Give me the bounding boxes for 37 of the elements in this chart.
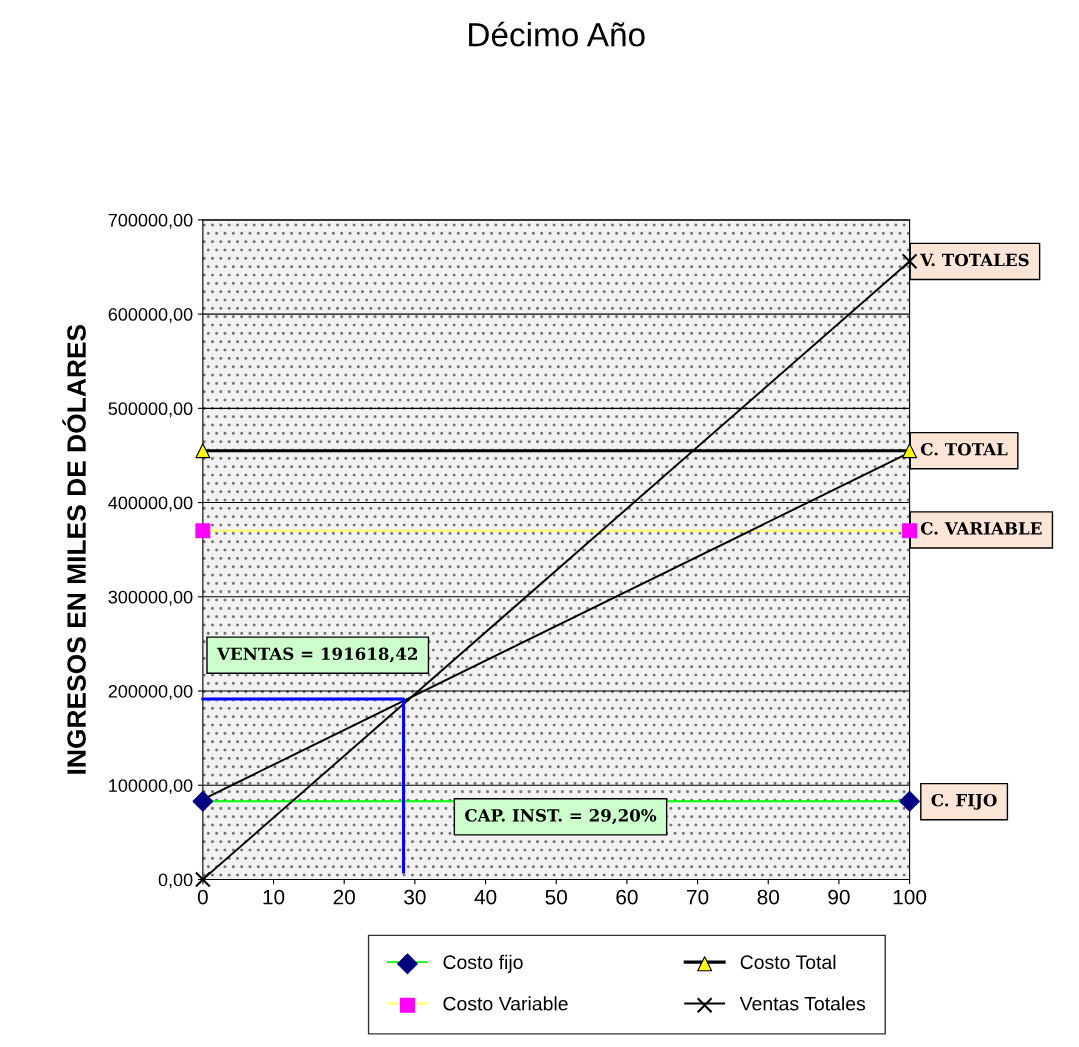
text: C. VARIABLE bbox=[920, 522, 1042, 535]
x-tick-label: 40 bbox=[474, 889, 497, 905]
y-tick-label: 600000,00 bbox=[108, 308, 193, 323]
y-tick-label: 500000,00 bbox=[108, 402, 193, 418]
y-tick-label: 200000,00 bbox=[108, 684, 193, 700]
text: V. TOTALES bbox=[920, 253, 1029, 267]
point bbox=[195, 523, 211, 539]
y-axis-title: INGRESOS EN MILES DE DÓLARES bbox=[62, 324, 86, 774]
x-tick-label: 80 bbox=[757, 889, 780, 905]
point bbox=[901, 253, 918, 270]
x-tick-label: 10 bbox=[263, 889, 285, 905]
point bbox=[902, 523, 918, 539]
annotation: VENTAS = 191618,42 bbox=[216, 647, 417, 663]
text: C. TOTAL bbox=[920, 442, 1008, 456]
text: C. FIJO bbox=[931, 793, 997, 810]
annotation: CAP. INST. = 29,20% bbox=[465, 809, 657, 825]
point bbox=[194, 871, 211, 888]
chart-title: Décimo Año bbox=[469, 21, 645, 47]
point bbox=[192, 790, 214, 812]
legend-label: Ventas Totales bbox=[739, 996, 866, 1011]
y-tick-label: 100000,00 bbox=[109, 779, 193, 795]
legend-label: Costo Variable bbox=[443, 996, 568, 1011]
x-tick-label: 0 bbox=[197, 889, 208, 905]
x-tick-label: 50 bbox=[545, 889, 567, 905]
x-tick-label: 60 bbox=[616, 889, 638, 905]
x-tick-label: 90 bbox=[828, 889, 850, 905]
x-tick-label: 20 bbox=[333, 889, 355, 905]
x-tick-label: 100 bbox=[893, 889, 927, 905]
point bbox=[899, 790, 920, 812]
legend-label: Costo Total bbox=[740, 954, 836, 970]
x-tick-label: 70 bbox=[687, 889, 709, 905]
y-tick-label: 300000,00 bbox=[108, 590, 193, 606]
y-tick-label: 700000,00 bbox=[108, 213, 193, 229]
y-tick-label: 0,00 bbox=[158, 873, 193, 889]
y-tick-label: 400000,00 bbox=[108, 496, 193, 512]
x-tick-label: 30 bbox=[404, 889, 426, 905]
legend-label: Costo fijo bbox=[443, 954, 523, 973]
